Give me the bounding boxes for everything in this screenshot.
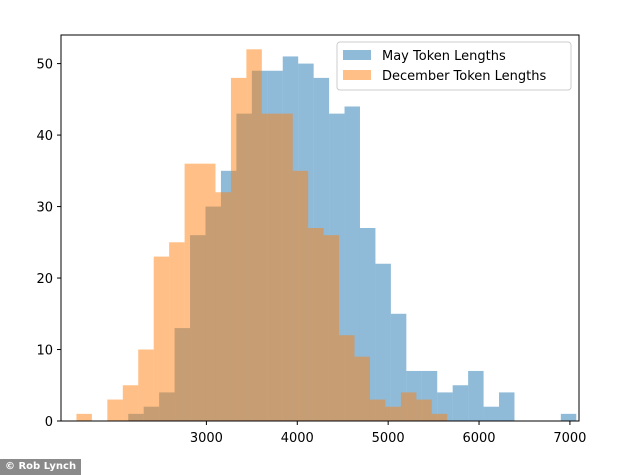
legend-box bbox=[336, 41, 572, 91]
bar-series1-bin4 bbox=[138, 349, 154, 421]
bar-series1-bin7 bbox=[184, 163, 201, 421]
bar-series1-bin2 bbox=[107, 399, 123, 421]
bar-series0-bin21 bbox=[452, 385, 469, 421]
y-tick-label: 40 bbox=[36, 129, 53, 144]
bar-series1-bin14 bbox=[292, 170, 309, 421]
bar-series1-bin9 bbox=[215, 192, 231, 421]
bar-series0-bin24 bbox=[499, 392, 515, 421]
bar-series1-bin6 bbox=[169, 242, 185, 421]
bar-series1-bin3 bbox=[122, 385, 139, 421]
bar-series0-bin16 bbox=[375, 263, 391, 421]
x-tick-label: 4000 bbox=[281, 431, 314, 446]
bar-series1-bin13 bbox=[277, 113, 293, 421]
bar-series1-bin21 bbox=[400, 392, 417, 421]
legend-swatch-0 bbox=[343, 50, 371, 60]
y-tick-label: 10 bbox=[36, 344, 53, 359]
photo-credit: © Rob Lynch bbox=[0, 459, 82, 475]
bars-layer bbox=[76, 49, 577, 421]
bar-series1-bin16 bbox=[323, 235, 340, 421]
legend-swatch-1 bbox=[343, 70, 371, 80]
bar-series1-bin20 bbox=[385, 406, 401, 421]
bar-series1-bin17 bbox=[339, 335, 355, 421]
y-axis: 0 10 20 30 40 50 bbox=[36, 58, 61, 430]
y-tick-label: 30 bbox=[36, 201, 53, 216]
axes-frame bbox=[60, 34, 580, 422]
bar-series1-bin10 bbox=[230, 77, 247, 421]
bar-series1-bin15 bbox=[308, 228, 324, 421]
bar-series0-bin23 bbox=[483, 406, 500, 421]
y-tick-label: 20 bbox=[36, 272, 53, 287]
y-tick-label: 50 bbox=[36, 58, 53, 73]
legend-label-0: May Token Lengths bbox=[382, 49, 506, 64]
bar-series1-bin11 bbox=[246, 49, 262, 421]
x-tick-label: 5000 bbox=[372, 431, 405, 446]
bar-series1-bin23 bbox=[431, 413, 448, 421]
bar-series1-bin8 bbox=[200, 163, 216, 421]
legend-label-1: December Token Lengths bbox=[382, 69, 547, 84]
bar-series1-bin0 bbox=[76, 413, 92, 421]
bar-series1-bin22 bbox=[416, 399, 432, 421]
x-tick-label: 7000 bbox=[553, 431, 586, 446]
legend: May Token Lengths December Token Lengths bbox=[336, 41, 572, 91]
bar-series1-bin19 bbox=[369, 399, 386, 421]
bar-series1-bin5 bbox=[153, 256, 170, 421]
y-tick-label: 0 bbox=[45, 415, 53, 430]
bar-series0-bin28 bbox=[560, 413, 577, 421]
x-tick-label: 3000 bbox=[190, 431, 223, 446]
bar-series0-bin22 bbox=[468, 370, 484, 421]
bar-series1-bin12 bbox=[261, 113, 278, 421]
x-axis: 3000 4000 5000 6000 7000 bbox=[190, 421, 586, 446]
bar-series1-bin18 bbox=[354, 356, 370, 421]
x-tick-label: 6000 bbox=[462, 431, 495, 446]
